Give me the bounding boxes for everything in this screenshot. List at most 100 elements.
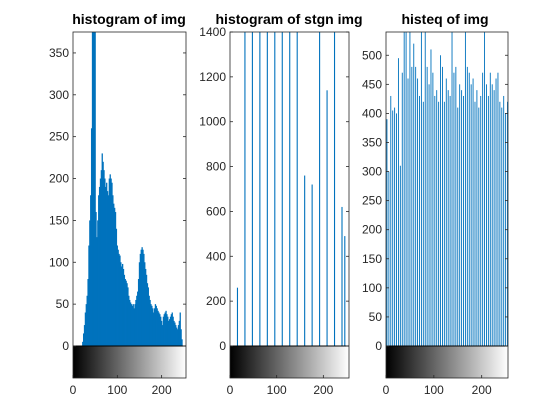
bar bbox=[89, 220, 91, 346]
bar bbox=[319, 32, 321, 346]
bar bbox=[165, 310, 167, 346]
axes: 0 50 100 150 200 250 300 350 0 100 200 bbox=[49, 31, 187, 397]
bar bbox=[153, 308, 156, 346]
bar bbox=[464, 32, 466, 346]
bar bbox=[158, 312, 160, 346]
histeq-img-panel: histeq of img 0 50 100 150 200 250 300 350 400 45… bbox=[362, 11, 509, 397]
bar bbox=[131, 305, 134, 346]
bar bbox=[113, 203, 115, 346]
bar bbox=[82, 341, 84, 346]
bar bbox=[133, 308, 135, 346]
bar bbox=[129, 299, 131, 346]
bar bbox=[394, 107, 396, 346]
bar bbox=[422, 101, 424, 346]
bar bbox=[148, 295, 150, 346]
bar bbox=[154, 304, 157, 346]
y-tick-label: 100 bbox=[49, 255, 69, 269]
bar bbox=[451, 32, 453, 346]
bar bbox=[438, 101, 440, 346]
bar bbox=[428, 84, 430, 346]
y-tick-label: 250 bbox=[49, 130, 69, 144]
bar bbox=[107, 195, 110, 346]
bar-series bbox=[236, 32, 346, 346]
y-tick-label: 0 bbox=[375, 339, 382, 353]
y-tick-label: 150 bbox=[362, 252, 382, 266]
bar bbox=[281, 32, 283, 346]
bar bbox=[417, 78, 419, 346]
bar bbox=[426, 66, 428, 346]
bar bbox=[341, 206, 343, 346]
bar bbox=[457, 107, 459, 346]
bar bbox=[156, 308, 158, 346]
y-tick-label: 600 bbox=[206, 204, 226, 218]
bar bbox=[127, 287, 129, 346]
y-tick-label: 500 bbox=[362, 48, 382, 62]
bar bbox=[94, 32, 96, 346]
bar bbox=[162, 316, 165, 346]
bar bbox=[259, 32, 261, 346]
bar bbox=[152, 308, 154, 346]
y-tick-label: 300 bbox=[49, 88, 69, 102]
bar bbox=[413, 43, 415, 346]
bar bbox=[149, 299, 151, 346]
bar bbox=[103, 170, 105, 346]
bar bbox=[180, 329, 182, 346]
axes: 0 50 100 150 200 250 300 350 400 450 500 0 100 200 bbox=[362, 31, 509, 397]
bar bbox=[118, 253, 120, 346]
bar bbox=[172, 316, 174, 346]
y-tick-label: 200 bbox=[206, 294, 226, 308]
bar bbox=[482, 72, 484, 346]
bar bbox=[106, 182, 108, 346]
bar bbox=[497, 72, 499, 346]
bar bbox=[461, 90, 463, 346]
bar bbox=[176, 329, 179, 346]
bar bbox=[146, 283, 149, 346]
bar bbox=[126, 283, 128, 346]
bar bbox=[181, 339, 183, 346]
bar bbox=[104, 178, 106, 346]
bar bbox=[453, 72, 455, 346]
bar bbox=[424, 32, 426, 346]
bar bbox=[169, 316, 172, 346]
bar bbox=[90, 195, 92, 346]
y-tick-label: 50 bbox=[369, 310, 383, 324]
bar bbox=[160, 316, 162, 346]
bar bbox=[401, 72, 403, 346]
x-tick-label: 100 bbox=[267, 383, 287, 397]
bar bbox=[480, 95, 482, 346]
gray-colorbar bbox=[230, 346, 349, 378]
bar bbox=[436, 90, 438, 346]
bar bbox=[116, 245, 118, 346]
bar bbox=[98, 186, 101, 346]
bar bbox=[274, 32, 276, 346]
bar bbox=[392, 110, 394, 346]
bar bbox=[449, 95, 451, 346]
bar bbox=[102, 161, 104, 346]
bar bbox=[168, 319, 171, 346]
bar bbox=[399, 165, 401, 346]
bar bbox=[144, 262, 146, 346]
bar bbox=[121, 266, 123, 346]
y-tick-label: 400 bbox=[362, 106, 382, 120]
bar bbox=[344, 236, 346, 346]
bar bbox=[244, 32, 246, 346]
bar bbox=[174, 322, 176, 346]
bar bbox=[333, 32, 336, 346]
bar bbox=[489, 72, 491, 346]
bar bbox=[83, 325, 86, 346]
bar bbox=[407, 78, 409, 346]
y-tick-label: 1200 bbox=[199, 70, 226, 84]
bar bbox=[304, 175, 306, 346]
bar bbox=[85, 304, 87, 346]
x-tick-label: 0 bbox=[383, 383, 390, 397]
x-tick-label: 100 bbox=[107, 383, 127, 397]
bar bbox=[443, 101, 445, 346]
bar bbox=[493, 90, 495, 346]
bar bbox=[160, 320, 163, 346]
bar bbox=[150, 304, 152, 346]
bar bbox=[403, 32, 405, 346]
y-tick-label: 1400 bbox=[199, 25, 226, 39]
bar bbox=[478, 107, 480, 346]
bar bbox=[134, 304, 136, 346]
bar bbox=[110, 178, 112, 346]
